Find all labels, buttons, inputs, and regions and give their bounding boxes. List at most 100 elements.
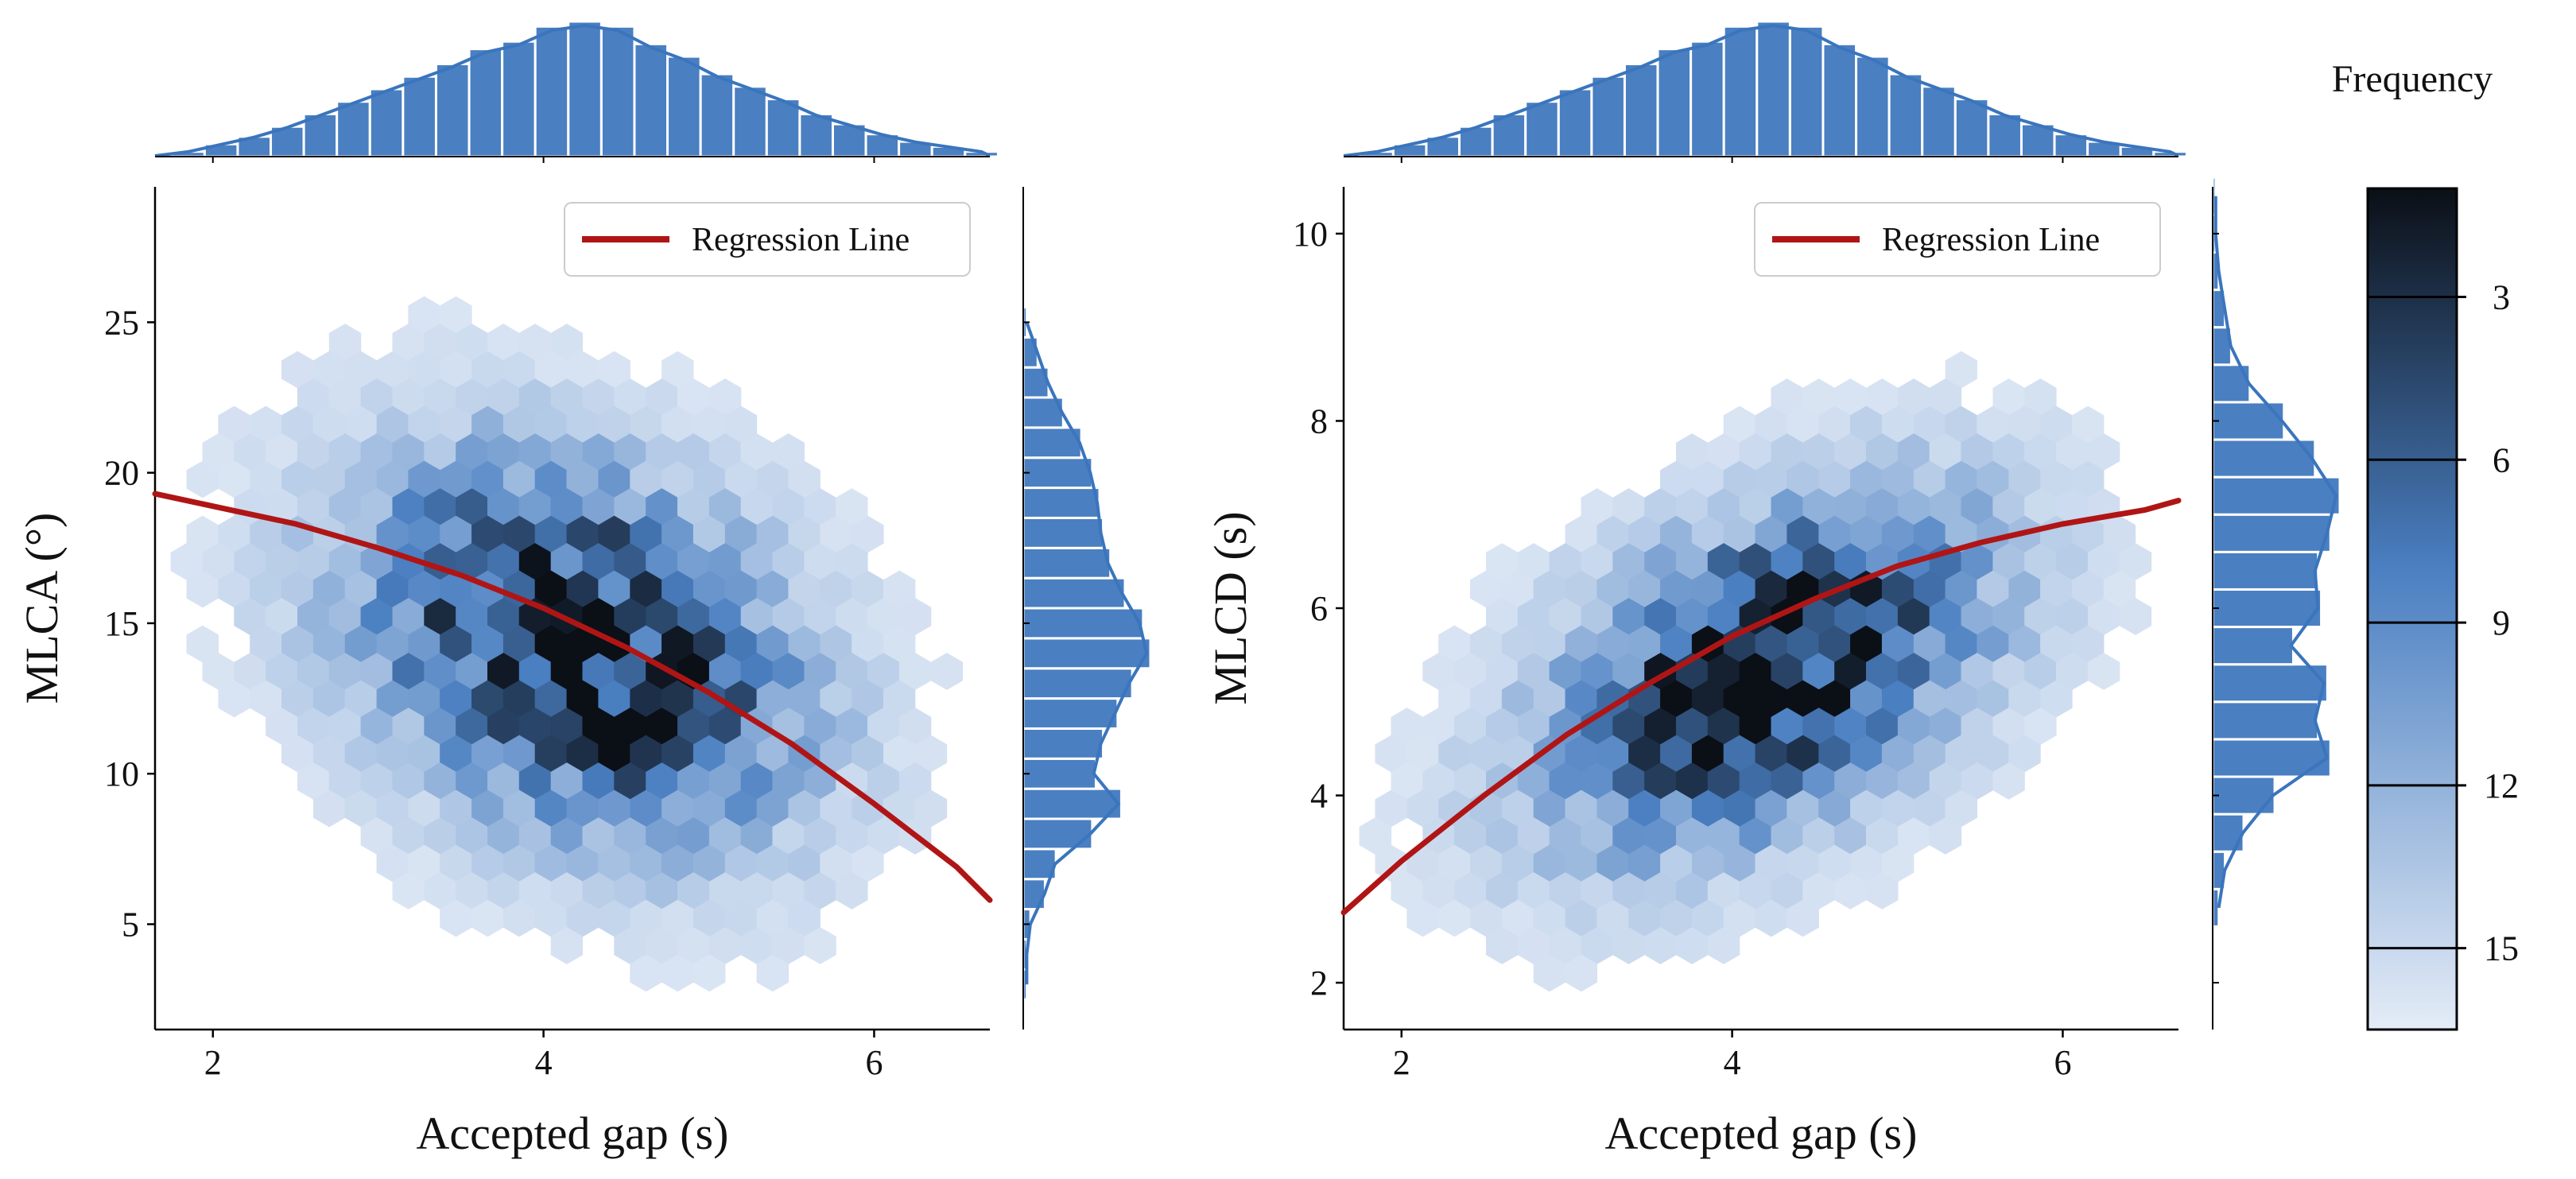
marginal-y-bar (1022, 878, 1046, 911)
marginal-x-bar (567, 20, 603, 158)
marginal-x-bar (599, 25, 636, 158)
y-tick-label: 8 (1310, 401, 1328, 440)
marginal-y-bar (2211, 700, 2320, 741)
marginal-x-bar (434, 63, 471, 158)
x-tick-label: 2 (1393, 1043, 1410, 1082)
axes: 2 4 6 2 4 6 8 10 (1293, 187, 2178, 1082)
marginal-x-bar (467, 48, 504, 158)
colorbar: Frequency 3 6 9 12 15 (2332, 58, 2519, 1031)
hexbin-cell (1565, 954, 1597, 992)
marginal-y-bar (2211, 813, 2245, 853)
marginal-y-bar (1022, 757, 1097, 790)
marginal-x-bar (1788, 25, 1825, 158)
marginal-y-bar (2211, 438, 2317, 479)
marginal-x-bar (798, 112, 834, 158)
marginal-y-bar (1022, 456, 1094, 490)
marginal-x-bar (633, 42, 669, 158)
marginal-x-bar (1722, 25, 1759, 158)
hexbin-cell (2087, 653, 2120, 690)
marginal-x-bar (1755, 20, 1791, 158)
hexbin-cell (1866, 872, 1899, 909)
y-tick-label: 5 (122, 906, 139, 944)
y-tick-label: 10 (1293, 215, 1328, 254)
marginal-x-kde (1343, 24, 2179, 157)
colorbar-tick-label: 3 (2493, 278, 2510, 317)
marginal-x-bar (1690, 40, 1725, 158)
marginal-y-bar (1022, 727, 1105, 760)
marginal-y-bar (2211, 887, 2221, 928)
marginal-x-bar (1855, 55, 1891, 158)
marginal-y-kde (2213, 196, 2338, 909)
colorbar-tick-label: 9 (2493, 603, 2510, 642)
marginal-x-bar (1524, 100, 1560, 158)
marginal-y-bar (2211, 588, 2323, 629)
colorbar-title: Frequency (2332, 58, 2493, 100)
legend-label: Regression Line (1882, 222, 2100, 258)
colorbar-tick-label: 6 (2493, 440, 2510, 479)
y-tick-label: 25 (104, 303, 139, 342)
x-tick-label: 2 (204, 1043, 222, 1082)
x-tick-label: 4 (535, 1043, 553, 1082)
marginal-y-bar (1022, 335, 1039, 369)
marginal-x-bar (533, 25, 570, 158)
regression-curve (152, 491, 993, 903)
marginal-y-bar (2211, 513, 2332, 553)
legend-box (564, 202, 971, 277)
marginal-y-bar (1022, 487, 1101, 519)
y-tick-label: 10 (104, 754, 139, 793)
marginal-x-bar (1656, 48, 1693, 158)
marginal-y-kde (1025, 321, 1149, 985)
marginal-y-bar (1022, 697, 1119, 730)
regression-line (1340, 498, 2182, 916)
marginal-x-bar (1590, 75, 1626, 158)
marginal-x-bar (1987, 112, 2023, 158)
marginal-y-bar (2211, 626, 2295, 666)
marginal-y-bar (2211, 363, 2252, 404)
marginal-y-bar (2211, 738, 2332, 778)
axes: 2 4 6 5 10 15 20 25 (104, 187, 990, 1082)
marginal-y-bar (2211, 550, 2320, 591)
x-axis-label: Accepted gap (s) (417, 1107, 729, 1159)
x-tick-label: 6 (2054, 1043, 2071, 1082)
marginal-x-bar (368, 87, 405, 158)
hexbin-cell (804, 927, 836, 964)
x-tick-label: 6 (865, 1043, 883, 1082)
marginal-x-bar (402, 75, 437, 158)
marginal-x-histogram (154, 20, 999, 163)
marginal-x-bar (666, 55, 702, 158)
x-axis-label: Accepted gap (s) (1605, 1107, 1918, 1159)
marginal-y-bar (1022, 637, 1152, 670)
x-tick-label: 4 (1724, 1043, 1741, 1082)
colorbar-tick-label: 15 (2484, 929, 2519, 968)
hexbin-cell (692, 954, 726, 992)
marginal-x-bar (501, 40, 537, 158)
hexbin-cell (930, 653, 964, 690)
marginal-y-bar (2211, 775, 2276, 816)
marginal-x-histogram (1343, 20, 2188, 163)
hexbin-cell (756, 954, 789, 992)
marginal-y-bar (1022, 817, 1094, 851)
marginal-x-bar (1623, 63, 1659, 158)
marginal-y-bar (2211, 475, 2341, 516)
hexbin-cell (2119, 598, 2152, 635)
marginal-x-bar (1953, 98, 1990, 158)
colorbar-tick-label: 12 (2484, 766, 2519, 805)
marginal-x-bar (1557, 87, 1593, 158)
marginal-y-histogram (1022, 187, 1152, 1030)
marginal-y-bar (1022, 546, 1112, 580)
marginal-y-bar (2211, 663, 2329, 704)
marginal-x-bar (765, 98, 801, 158)
legend: Regression Line (564, 202, 971, 277)
marginal-y-bar (1022, 576, 1127, 610)
marginal-x-bar (1921, 85, 1957, 158)
marginal-y-bar (1022, 607, 1145, 640)
marginal-x-bar (1821, 42, 1858, 158)
hexbin-cell (1929, 817, 1962, 855)
marginal-x-bar (336, 100, 371, 158)
colorbar-ticks: 3 6 9 12 15 (2368, 278, 2519, 968)
y-tick-label: 15 (104, 604, 139, 643)
hexbin-cell (550, 927, 584, 964)
y-tick-label: 2 (1310, 964, 1328, 1003)
marginal-x-bar (1887, 72, 1924, 158)
regression-curve (1340, 498, 2182, 916)
